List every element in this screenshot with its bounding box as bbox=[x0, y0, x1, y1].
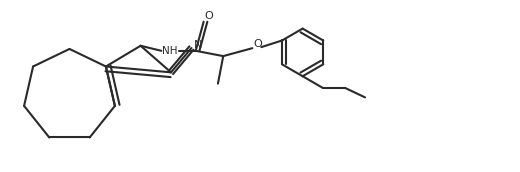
Text: N: N bbox=[194, 40, 202, 50]
Text: O: O bbox=[253, 39, 262, 49]
Text: NH: NH bbox=[162, 46, 177, 56]
Text: O: O bbox=[204, 11, 213, 22]
